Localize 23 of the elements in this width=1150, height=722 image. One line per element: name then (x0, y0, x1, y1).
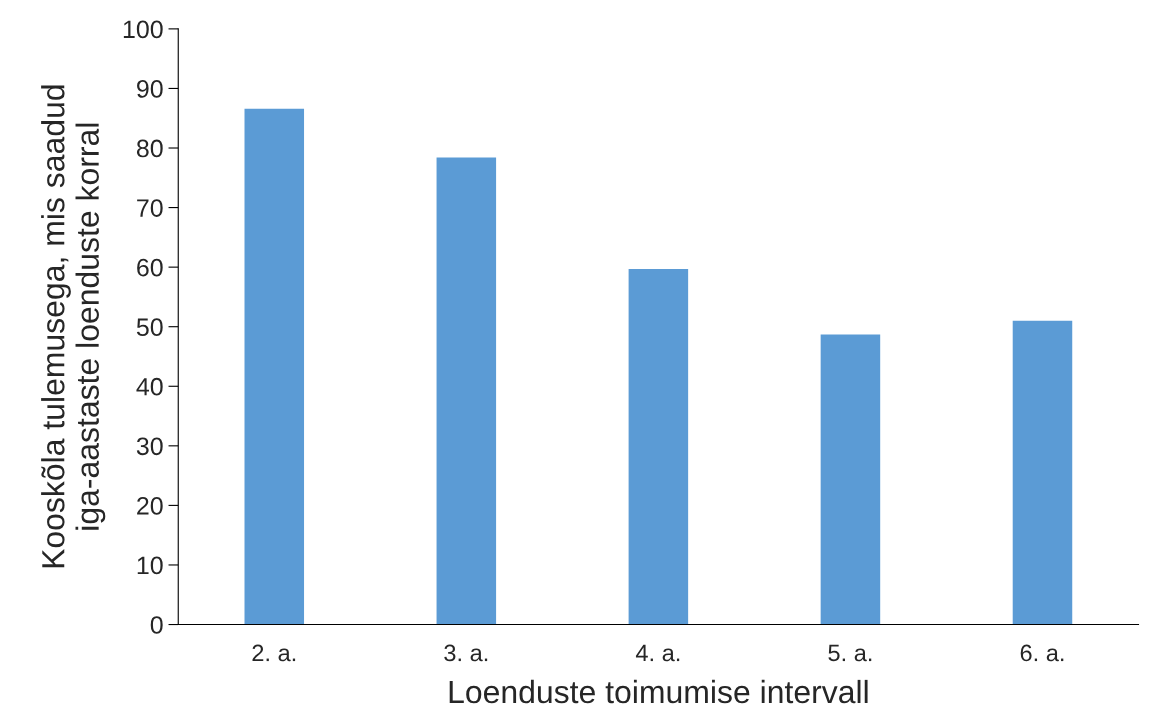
y-tick-label: 30 (136, 437, 163, 456)
x-tick-label: 4. a. (635, 644, 680, 662)
bar (628, 268, 689, 625)
y-tick-label: 90 (137, 80, 163, 98)
bar (820, 334, 881, 625)
y-tick-label: 60 (137, 258, 163, 277)
y-axis-title: Kooskõla tulemusega, mis saadud iga-aastaste loenduste korral (41, 85, 106, 568)
y-tick-label: 40 (136, 377, 163, 396)
x-tick-label: 5. a. (828, 644, 872, 662)
bar (436, 157, 497, 625)
y-tick-label: 10 (137, 556, 163, 575)
x-tick-label: 6. a. (1020, 644, 1064, 662)
y-tick-label: 80 (136, 139, 163, 158)
x-axis-title: Loenduste toimumise intervall (449, 679, 868, 704)
x-tick-label: 2. a. (252, 644, 296, 662)
bar (244, 108, 305, 625)
y-tick-label: 0 (150, 616, 163, 634)
x-tick-label: 3. a. (444, 644, 488, 662)
y-tick-label: 70 (137, 199, 163, 217)
bar (1012, 320, 1073, 625)
y-tick-label: 100 (123, 20, 163, 39)
y-tick-label: 20 (137, 497, 163, 515)
y-tick-label: 50 (136, 318, 163, 337)
